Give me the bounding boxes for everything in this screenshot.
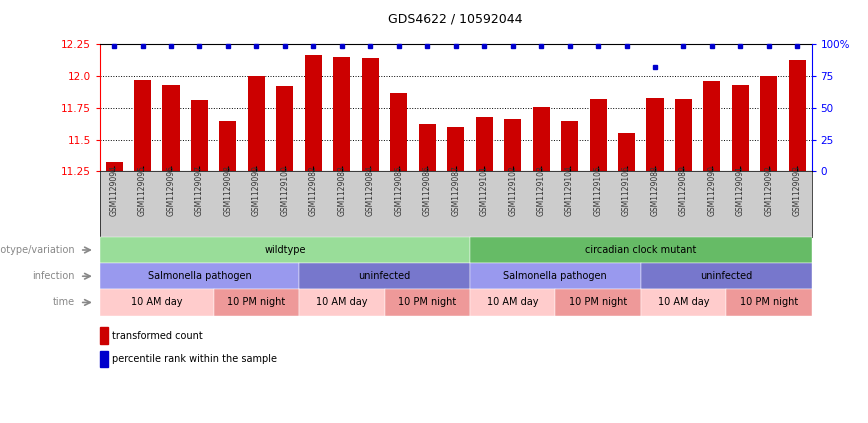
Text: 10 AM day: 10 AM day — [316, 297, 367, 308]
Text: infection: infection — [32, 271, 75, 281]
Bar — [675, 99, 692, 171]
Bar — [134, 80, 151, 171]
Text: circadian clock mutant: circadian clock mutant — [585, 245, 696, 255]
Text: wildtype: wildtype — [264, 245, 306, 255]
Bar — [333, 57, 351, 171]
Text: 10 PM night: 10 PM night — [740, 297, 798, 308]
Text: genotype/variation: genotype/variation — [0, 245, 75, 255]
Text: uninfected: uninfected — [700, 271, 753, 281]
Bar — [220, 121, 236, 171]
Bar — [100, 351, 108, 367]
Bar — [100, 327, 108, 343]
Text: Salmonella pathogen: Salmonella pathogen — [148, 271, 252, 281]
Bar — [276, 86, 293, 171]
Bar — [703, 81, 720, 171]
Bar — [106, 162, 122, 171]
Bar — [362, 58, 378, 171]
Bar — [561, 121, 578, 171]
Bar — [647, 98, 663, 171]
Bar — [162, 85, 180, 171]
Bar — [248, 76, 265, 171]
Bar — [305, 55, 322, 171]
Text: GDS4622 / 10592044: GDS4622 / 10592044 — [389, 13, 523, 26]
Bar — [418, 124, 436, 171]
Bar — [760, 76, 778, 171]
Text: 10 PM night: 10 PM night — [398, 297, 457, 308]
Bar — [447, 127, 464, 171]
Bar — [476, 117, 493, 171]
Text: 10 PM night: 10 PM night — [227, 297, 286, 308]
Bar — [589, 99, 607, 171]
Text: percentile rank within the sample: percentile rank within the sample — [112, 354, 277, 364]
Text: 10 AM day: 10 AM day — [131, 297, 182, 308]
Bar — [618, 133, 635, 171]
Text: time: time — [53, 297, 75, 308]
Bar — [504, 119, 521, 171]
Text: 10 AM day: 10 AM day — [658, 297, 709, 308]
Text: 10 AM day: 10 AM day — [487, 297, 538, 308]
Text: 10 PM night: 10 PM night — [569, 297, 628, 308]
Bar — [533, 107, 549, 171]
Text: Salmonella pathogen: Salmonella pathogen — [503, 271, 608, 281]
Text: transformed count: transformed count — [112, 331, 203, 341]
Bar — [789, 60, 806, 171]
Text: uninfected: uninfected — [358, 271, 411, 281]
Bar — [191, 100, 208, 171]
Bar — [391, 93, 407, 171]
Bar — [732, 85, 749, 171]
